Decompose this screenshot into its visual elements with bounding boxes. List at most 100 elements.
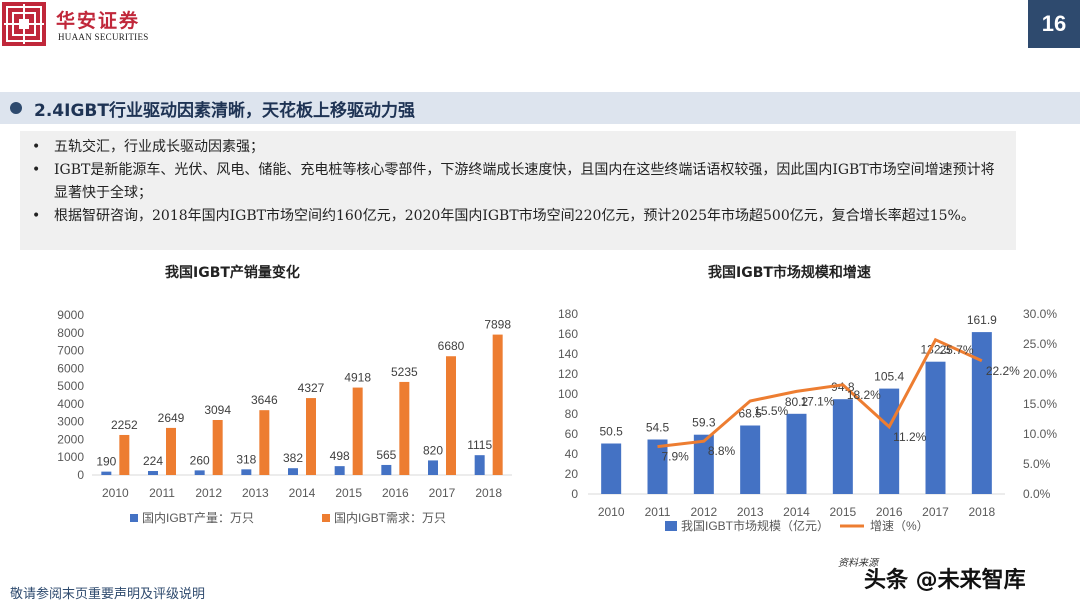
x-tick-label: 2013 (737, 505, 764, 519)
y-tick-label-left: 180 (558, 307, 578, 321)
bar-production (241, 469, 252, 475)
data-label-bar: 105.4 (874, 370, 904, 384)
bar-market-size (832, 399, 853, 494)
y-tick-label: 1000 (57, 450, 84, 464)
y-tick-label-right: 10.0% (1023, 427, 1057, 441)
bar-demand (492, 334, 503, 475)
bar-market-size (786, 413, 807, 494)
data-label: 3646 (251, 393, 278, 407)
x-tick-label: 2017 (429, 486, 456, 500)
data-label: 5235 (391, 365, 418, 379)
y-tick-label-left: 40 (565, 447, 579, 461)
section-title: 2.4IGBT行业驱动因素清晰，天花板上移驱动力强 (34, 101, 415, 121)
x-tick-label: 2011 (645, 505, 671, 519)
data-label: 224 (143, 454, 163, 468)
data-label: 820 (423, 443, 443, 457)
bar-market-size (601, 443, 622, 494)
bar-demand (399, 381, 410, 475)
bar-production (381, 464, 392, 475)
x-tick-label: 2014 (783, 505, 810, 519)
bar-production (334, 466, 345, 475)
y-tick-label-left: 20 (565, 467, 579, 481)
y-tick-label: 7000 (57, 344, 84, 358)
x-tick-label: 2011 (149, 486, 175, 500)
data-label-line: 11.2% (893, 430, 926, 444)
y-tick-label-left: 60 (565, 427, 579, 441)
data-label: 1115 (467, 438, 492, 452)
legend-swatch-bar (665, 521, 677, 531)
x-tick-label: 2018 (475, 486, 502, 500)
data-label-line: 15.5% (754, 404, 788, 418)
data-label: 4327 (298, 381, 325, 395)
source-note: 资料来源 (838, 558, 878, 569)
bar-production (428, 460, 438, 475)
title-bullet-icon (10, 102, 22, 114)
data-label-bar: 80.2 (785, 395, 809, 409)
data-label: 382 (283, 451, 303, 465)
chart-title-right: 我国IGBT市场规模和增速 (708, 265, 871, 281)
bar-demand (259, 410, 270, 475)
y-tick-label-left: 140 (558, 347, 578, 361)
bar-production (194, 470, 205, 475)
brand-name-en: HUAAN SECURITIES (58, 32, 149, 42)
chart-igbt-market-size-growth: 0 20 40 60 80 100 120 140 160 180 0.0% 5.0% 10.0% 15.… (558, 307, 1057, 533)
bar-production (474, 455, 485, 475)
legend-label-line: 增速（%） (870, 519, 929, 533)
y-tick-label: 2000 (57, 432, 84, 446)
x-tick-label: 2015 (335, 486, 362, 500)
data-label: 498 (330, 449, 350, 463)
x-tick-label: 2016 (382, 486, 409, 500)
y-tick-label-right: 30.0% (1023, 307, 1057, 321)
bullet-dot-icon: • (32, 139, 41, 155)
brand-name-cn: 华安证券 (56, 10, 141, 32)
data-label-bar: 59.3 (692, 416, 716, 430)
bar-demand (166, 427, 176, 475)
x-tick-label: 2014 (289, 486, 316, 500)
x-tick-label: 2018 (968, 505, 995, 519)
data-label: 260 (190, 453, 210, 467)
bullet-item: • 五轨交汇，行业成长驱动因素强； (32, 136, 1004, 159)
bullet-dot-icon: • (32, 208, 41, 224)
x-tick-label: 2010 (102, 486, 129, 500)
bar-market-size (647, 439, 668, 494)
bar-demand (352, 387, 363, 475)
bullet-dot-icon: • (32, 162, 41, 178)
data-label: 2252 (111, 418, 138, 432)
y-tick-label-right: 0.0% (1023, 487, 1051, 501)
data-label: 565 (376, 448, 396, 462)
data-label-bar: 68.5 (738, 407, 762, 421)
data-label-line: 8.8% (708, 444, 736, 458)
data-label: 3094 (204, 403, 231, 417)
x-tick-label: 2012 (690, 505, 717, 519)
bullet-item: • IGBT是新能源车、光伏、风电、储能、充电桩等核心零部件，下游终端成长速度快… (32, 159, 1004, 205)
y-tick-label: 9000 (57, 308, 84, 322)
y-tick-label: 3000 (57, 415, 84, 429)
watermark: 头条 @未来智库 (864, 568, 1026, 593)
bullet-text: IGBT是新能源车、光伏、风电、储能、充电桩等核心零部件，下游终端成长速度快，且… (54, 162, 995, 201)
legend-label-bar: 我国IGBT市场规模（亿元） (681, 518, 829, 533)
legend-swatch (130, 514, 138, 522)
bar-market-size (925, 361, 946, 494)
y-tick-label-left: 160 (558, 327, 578, 341)
x-tick-label: 2010 (598, 505, 625, 519)
x-tick-label: 2017 (922, 505, 949, 519)
x-tick-label: 2012 (195, 486, 222, 500)
x-tick-label: 2016 (876, 505, 903, 519)
data-label-line: 25.7% (940, 343, 974, 357)
x-tick-label: 2013 (242, 486, 269, 500)
bar-demand (446, 356, 456, 475)
data-label: 7898 (484, 318, 511, 332)
x-tick-label: 2015 (829, 505, 856, 519)
data-label-bar: 54.5 (646, 421, 670, 435)
y-tick-label: 5000 (57, 379, 84, 393)
chart-title-left: 我国IGBT产销量变化 (165, 265, 300, 281)
bar-production (101, 471, 112, 475)
bar-market-size (693, 434, 714, 494)
chart-igbt-production-demand: 0 1000 2000 3000 4000 5000 6000 7000 8000 9000 201… (57, 308, 512, 525)
growth-line (657, 337, 983, 449)
bullet-item: • 根据智研咨询，2018年国内IGBT市场空间约160亿元，2020年国内IG… (32, 205, 1004, 228)
data-label-line: 17.1% (801, 394, 835, 408)
y-tick-label: 8000 (57, 326, 84, 340)
data-label: 190 (96, 455, 116, 469)
page-number: 16 (1028, 0, 1080, 48)
